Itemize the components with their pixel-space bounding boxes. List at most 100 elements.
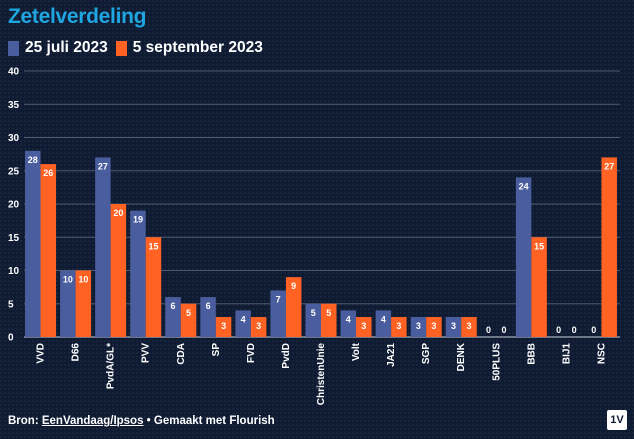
- y-tick-label: 25: [8, 166, 20, 177]
- legend-label-series-2: 5 september 2023: [132, 39, 263, 56]
- x-tick-label: PvdD: [281, 343, 292, 369]
- data-label: 0: [486, 325, 491, 335]
- bar-series-1: [130, 210, 146, 337]
- x-tick-label: Volt: [351, 342, 362, 361]
- bar-series-2: [110, 204, 127, 337]
- bar-series-1: [200, 297, 216, 337]
- footer-source: Bron: EenVandaag/Ipsos • Gemaakt met Flo…: [8, 415, 275, 427]
- data-label: 3: [256, 321, 261, 331]
- data-label: 4: [381, 314, 386, 324]
- data-label: 5: [311, 308, 316, 318]
- data-label: 3: [396, 321, 401, 331]
- bar-series-1: [305, 303, 321, 337]
- bar-series-2: [250, 317, 267, 337]
- data-label: 7: [276, 294, 281, 304]
- bar-series-1: [340, 310, 357, 337]
- data-label: 19: [133, 215, 143, 225]
- footer-prefix: Bron:: [8, 415, 42, 427]
- bar-series-2: [321, 303, 337, 337]
- bar-series-1: [410, 317, 427, 337]
- data-label: 6: [171, 301, 176, 311]
- data-label: 26: [43, 168, 53, 178]
- x-tick-label: BBB: [526, 343, 537, 365]
- data-label: 3: [431, 321, 436, 331]
- y-tick-label: 30: [8, 133, 20, 144]
- data-label: 3: [221, 321, 226, 331]
- data-label: 10: [63, 275, 73, 285]
- legend-item-series-1[interactable]: 25 juli 2023: [8, 39, 108, 57]
- bar-series-2: [356, 317, 372, 337]
- data-label: 4: [241, 314, 246, 324]
- data-label: 0: [556, 325, 561, 335]
- bar-series-2: [40, 164, 57, 337]
- bar-series-1: [60, 270, 76, 337]
- bar-series-1: [445, 317, 462, 337]
- x-tick-label: FVD: [246, 343, 257, 363]
- bar-series-2: [75, 270, 92, 337]
- bar-series-2: [461, 317, 477, 337]
- legend: 25 juli 2023 5 september 2023: [8, 39, 271, 57]
- data-label: 15: [148, 241, 158, 251]
- legend-swatch-series-1: [8, 40, 19, 56]
- bar-series-1: [235, 310, 251, 337]
- y-tick-label: 0: [8, 333, 14, 344]
- chart-title: Zetelverdeling: [8, 5, 147, 28]
- brand-logo: 1V: [607, 410, 627, 430]
- x-tick-label: PvdA/GL*: [106, 343, 117, 389]
- x-tick-label: PVV: [141, 343, 152, 363]
- y-tick-label: 35: [8, 100, 20, 111]
- footer-suffix: • Gemaakt met Flourish: [143, 415, 275, 427]
- data-label: 28: [28, 155, 38, 165]
- x-tick-label: D66: [71, 343, 82, 362]
- data-label: 0: [591, 325, 596, 335]
- bar-series-2: [426, 317, 442, 337]
- x-tick-label: JA21: [386, 343, 397, 367]
- x-tick-label: 50PLUS: [491, 343, 502, 381]
- bar-series-1: [25, 150, 41, 337]
- data-label: 20: [113, 208, 123, 218]
- bar-series-2: [215, 317, 232, 337]
- data-label: 5: [326, 308, 331, 318]
- legend-item-series-2[interactable]: 5 september 2023: [115, 39, 263, 57]
- bar-series-2: [531, 237, 547, 337]
- source-link[interactable]: EenVandaag/Ipsos: [41, 415, 144, 427]
- x-tick-label: DENK: [456, 342, 467, 371]
- x-tick-label: SGP: [421, 343, 432, 364]
- x-tick-label: ChristenUnie: [316, 343, 327, 405]
- data-label: 10: [78, 275, 88, 285]
- data-label: 0: [572, 325, 577, 335]
- data-label: 0: [502, 325, 507, 335]
- bar-series-2: [285, 277, 302, 337]
- data-label: 4: [346, 314, 351, 324]
- legend-label-series-1: 25 juli 2023: [25, 39, 108, 56]
- data-label: 3: [466, 321, 471, 331]
- y-tick-label: 10: [8, 266, 20, 277]
- bar-series-1: [165, 297, 181, 337]
- x-tick-label: SP: [211, 343, 222, 357]
- bar-series-2: [391, 317, 407, 337]
- x-tick-label: BIJ1: [561, 343, 572, 365]
- data-label: 6: [206, 301, 211, 311]
- data-label: 24: [519, 181, 529, 191]
- y-tick-label: 5: [8, 299, 14, 310]
- data-label: 27: [604, 161, 614, 171]
- bar-series-2: [145, 237, 162, 337]
- legend-swatch-series-2: [115, 40, 127, 56]
- y-tick-label: 15: [8, 233, 20, 244]
- data-label: 5: [186, 308, 191, 318]
- bar-series-1: [95, 157, 111, 337]
- y-tick-label: 40: [8, 67, 20, 78]
- bar-series-2: [601, 157, 617, 337]
- data-label: 15: [534, 241, 544, 251]
- x-tick-label: CDA: [176, 343, 187, 365]
- bar-series-1: [270, 290, 286, 337]
- bar-series-1: [515, 177, 532, 337]
- data-label: 27: [98, 161, 108, 171]
- data-label: 3: [416, 321, 421, 331]
- x-tick-label: NSC: [596, 343, 607, 364]
- data-label: 3: [361, 321, 366, 331]
- data-label: 3: [451, 321, 456, 331]
- data-label: 9: [291, 281, 296, 291]
- x-tick-label: VVD: [36, 343, 47, 364]
